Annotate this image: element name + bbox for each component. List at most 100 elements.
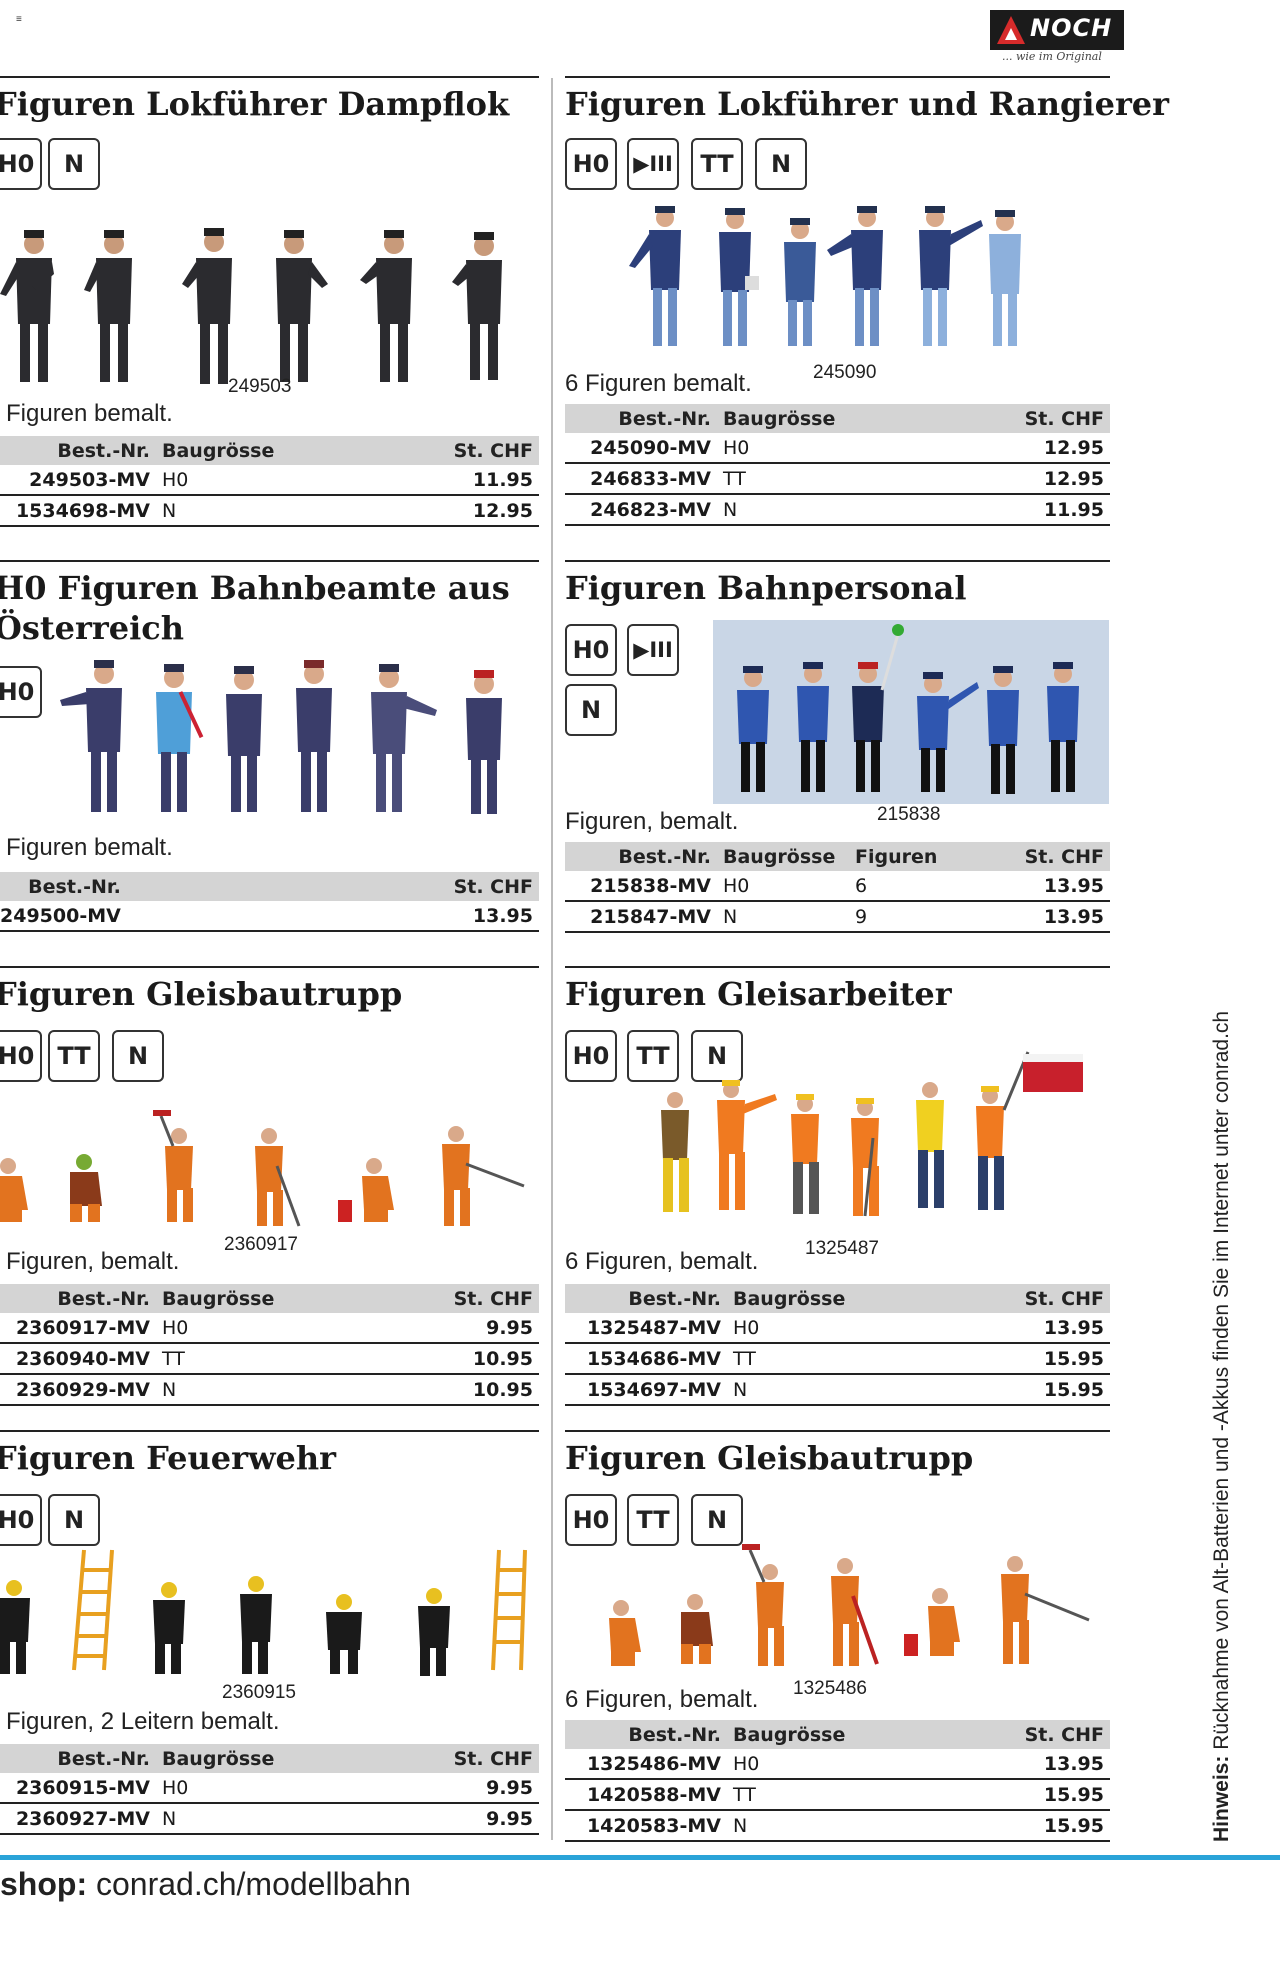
table-row: 2360927-MV N 9.95 bbox=[0, 1803, 539, 1835]
product-caption: Figuren bemalt. bbox=[6, 400, 173, 427]
price-table: Best.-Nr. Baugrösse St. CHF 1325486-MV H0… bbox=[565, 1720, 1110, 1842]
product-gleisbautrupp-right: Figuren Gleisbautrupp H0 TT N 6 Figuren,… bbox=[565, 1430, 1110, 1842]
scale-badge: TT bbox=[691, 138, 743, 190]
table-row: 2360940-MV TT 10.95 bbox=[0, 1343, 539, 1375]
figures-image bbox=[0, 1549, 527, 1676]
scale-badge: H0 bbox=[565, 138, 617, 190]
scale-badge: H0 bbox=[565, 1494, 617, 1546]
price-table: Best.-Nr. Baugrösse St. CHF 2360915-MV H0… bbox=[0, 1744, 539, 1835]
product-lokfuehrer-dampflok: Figuren Lokführer Dampflok H0 N 249503 F… bbox=[0, 76, 539, 536]
article-number: 2360917 bbox=[224, 1234, 298, 1255]
col-header: Baugrösse bbox=[717, 842, 849, 871]
col-header: St. CHF bbox=[376, 436, 539, 465]
scale-badge: N bbox=[691, 1030, 743, 1082]
section-title: Figuren Gleisarbeiter bbox=[565, 975, 952, 1013]
price-table: Best.-Nr. Baugrösse St. CHF 2360917-MV H0… bbox=[0, 1284, 539, 1406]
section-title: Figuren Feuerwehr bbox=[0, 1439, 336, 1477]
shop-url[interactable]: conrad.ch/modellbahn bbox=[95, 1866, 411, 1902]
shop-footer: shop: conrad.ch/modellbahn bbox=[0, 1866, 411, 1903]
table-row: 249500-MV 13.95 bbox=[0, 901, 539, 932]
table-row: 2360917-MV H0 9.95 bbox=[0, 1313, 539, 1344]
recycling-hint: Hinweis: Rücknahme von Alt-Batterien und… bbox=[1210, 1011, 1234, 1842]
footer-rule bbox=[0, 1855, 1280, 1860]
table-row: 1420583-MV N 15.95 bbox=[565, 1810, 1110, 1842]
table-row: 1534698-MV N 12.95 bbox=[0, 495, 539, 527]
product-caption: 6 Figuren, bemalt. bbox=[565, 1248, 759, 1275]
col-header: Best.-Nr. bbox=[565, 404, 717, 433]
table-row: 246823-MV N 11.95 bbox=[565, 494, 1110, 526]
col-header: St. CHF bbox=[943, 404, 1110, 433]
col-header: Best.-Nr. bbox=[0, 1744, 156, 1773]
scale-badge: H0 bbox=[0, 1030, 42, 1082]
article-number: 245090 bbox=[813, 362, 877, 383]
col-header: St. CHF bbox=[947, 1284, 1110, 1313]
article-number: 2360915 bbox=[222, 1682, 296, 1703]
article-number: 1325487 bbox=[805, 1238, 879, 1259]
col-header: St. CHF bbox=[126, 872, 539, 901]
col-header: Best.-Nr. bbox=[565, 1284, 727, 1313]
table-row: 1534686-MV TT 15.95 bbox=[565, 1343, 1110, 1375]
scale-badge: TT bbox=[48, 1030, 100, 1082]
col-header: St. CHF bbox=[376, 1744, 539, 1773]
table-row: 1534697-MV N 15.95 bbox=[565, 1374, 1110, 1406]
table-row: 249503-MV H0 11.95 bbox=[0, 465, 539, 496]
table-row: 2360929-MV N 10.95 bbox=[0, 1374, 539, 1406]
scale-badge: N bbox=[755, 138, 807, 190]
figures-image bbox=[609, 1544, 1090, 1666]
product-caption: Figuren, bemalt. bbox=[6, 1248, 180, 1275]
section-title: Figuren Gleisbautrupp bbox=[565, 1439, 974, 1477]
table-row: 246833-MV TT 12.95 bbox=[565, 463, 1110, 495]
scale-badge: N bbox=[691, 1494, 743, 1546]
figures-image bbox=[60, 660, 502, 814]
scale-badge: TT bbox=[627, 1494, 679, 1546]
product-gleisbautrupp-left: Figuren Gleisbautrupp H0 TT N 2360917 Fi… bbox=[0, 966, 539, 1406]
col-header: Best.-Nr. bbox=[0, 872, 127, 901]
table-row: 1325487-MV H0 13.95 bbox=[565, 1313, 1110, 1344]
shop-label: shop: bbox=[0, 1866, 88, 1902]
col-header: Baugrösse bbox=[156, 436, 377, 465]
scale-badge: TT bbox=[627, 1030, 679, 1082]
table-row: 215847-MV N 9 13.95 bbox=[565, 901, 1110, 933]
table-row: 2360915-MV H0 9.95 bbox=[0, 1773, 539, 1804]
section-title: Figuren Bahnpersonal bbox=[565, 569, 967, 607]
scale-badge: H0 bbox=[0, 666, 42, 718]
col-header: Figuren bbox=[849, 842, 982, 871]
price-table: Best.-Nr. Baugrösse St. CHF 249503-MV H0 1… bbox=[0, 436, 539, 527]
price-table: Best.-Nr. Baugrösse St. CHF 245090-MV H0 1… bbox=[565, 404, 1110, 526]
table-row: 1325486-MV H0 13.95 bbox=[565, 1749, 1110, 1780]
scale-badge: N bbox=[48, 1494, 100, 1546]
scale-badge: ▶III bbox=[627, 624, 679, 676]
section-title: Figuren Lokführer und Rangierer bbox=[565, 85, 1170, 123]
scale-badge: N bbox=[48, 138, 100, 190]
product-bahnbeamte-oesterreich: H0 Figuren Bahnbeamte aus Österreich H0 … bbox=[0, 560, 539, 940]
col-header: Best.-Nr. bbox=[565, 842, 717, 871]
figures-image bbox=[0, 228, 502, 384]
figures-image bbox=[0, 1110, 525, 1227]
section-title: H0 Figuren Bahnbeamte aus bbox=[0, 569, 510, 607]
figures-image bbox=[661, 1051, 1083, 1217]
col-header: Baugrösse bbox=[717, 404, 944, 433]
product-caption: 6 Figuren bemalt. bbox=[565, 370, 752, 397]
hint-text: Rücknahme von Alt-Batterien und -Akkus f… bbox=[1210, 1010, 1233, 1750]
product-lokfuehrer-rangierer: Figuren Lokführer und Rangierer H0 ▶III … bbox=[565, 76, 1169, 536]
product-caption: Figuren bemalt. bbox=[6, 834, 173, 861]
col-header: St. CHF bbox=[981, 842, 1110, 871]
section-title: Figuren Lokführer Dampflok bbox=[0, 85, 510, 123]
article-number: 215838 bbox=[877, 804, 941, 825]
scale-badge: H0 bbox=[565, 1030, 617, 1082]
menu-icon[interactable]: ≡ bbox=[16, 14, 22, 25]
product-feuerwehr: Figuren Feuerwehr H0 N 2360915 Figuren, … bbox=[0, 1430, 539, 1840]
table-row: 245090-MV H0 12.95 bbox=[565, 433, 1110, 464]
figures-image bbox=[629, 206, 1021, 346]
product-caption: Figuren, 2 Leitern bemalt. bbox=[6, 1708, 280, 1735]
noch-logo: NOCH ... wie im Original bbox=[990, 10, 1124, 68]
section-title-line2: Österreich bbox=[0, 609, 185, 647]
table-row: 1420588-MV TT 15.95 bbox=[565, 1779, 1110, 1811]
section-title: Figuren Gleisbautrupp bbox=[0, 975, 403, 1013]
article-number: 1325486 bbox=[793, 1678, 867, 1699]
logo-tagline: ... wie im Original bbox=[1002, 50, 1102, 63]
col-header: St. CHF bbox=[947, 1720, 1110, 1749]
scale-badge: H0 bbox=[0, 138, 42, 190]
col-header: Best.-Nr. bbox=[565, 1720, 727, 1749]
product-caption: Figuren, bemalt. bbox=[565, 808, 739, 835]
